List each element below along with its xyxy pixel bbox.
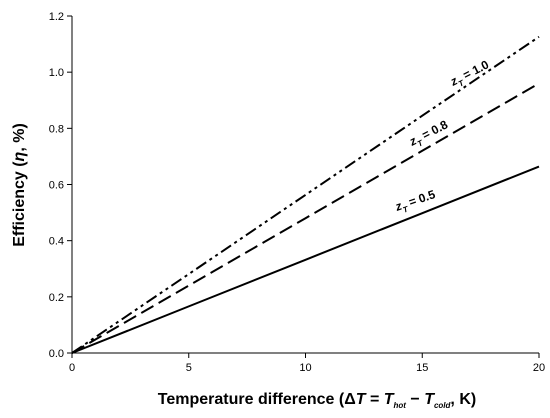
x-tick-label: 10 — [299, 362, 311, 374]
series-labels: zT = 1.0 zT = 0.8 zT = 0.5 — [392, 57, 493, 217]
y-tick-label: 1.0 — [49, 67, 64, 79]
series-line-zt-0-5 — [71, 165, 540, 354]
y-tick-label: 0.0 — [49, 348, 64, 360]
x-tick-label: 0 — [69, 362, 75, 374]
x-tick-label: 20 — [533, 362, 545, 374]
y-axis-title: Efficiency (η, %) — [11, 123, 28, 247]
y-tick-label: 0.4 — [49, 236, 64, 248]
y-tick-label: 0.2 — [49, 292, 64, 304]
series-label-zt-1-0: zT = 1.0 — [447, 57, 493, 91]
y-tick-label: 0.6 — [49, 180, 64, 192]
y-tick-label: 0.8 — [49, 123, 64, 135]
y-ticks: 0.0 0.2 0.4 0.6 0.8 1.0 1.2 — [49, 11, 72, 360]
plot-area: 0.0 0.2 0.4 0.6 0.8 1.0 1.2 0 5 10 15 20 — [49, 11, 545, 374]
series-label-zt-0-5: zT = 0.5 — [392, 187, 438, 217]
x-ticks: 0 5 10 15 20 — [69, 353, 545, 374]
series-line-zt-0-8 — [71, 82, 540, 354]
x-tick-label: 5 — [186, 362, 192, 374]
series-lines — [71, 35, 540, 354]
series-line-zt-1-0 — [71, 35, 540, 354]
x-tick-label: 15 — [416, 362, 428, 374]
y-tick-label: 1.2 — [49, 11, 64, 23]
x-axis-title: Temperature difference (ΔT = Thot − Tcol… — [158, 391, 476, 410]
